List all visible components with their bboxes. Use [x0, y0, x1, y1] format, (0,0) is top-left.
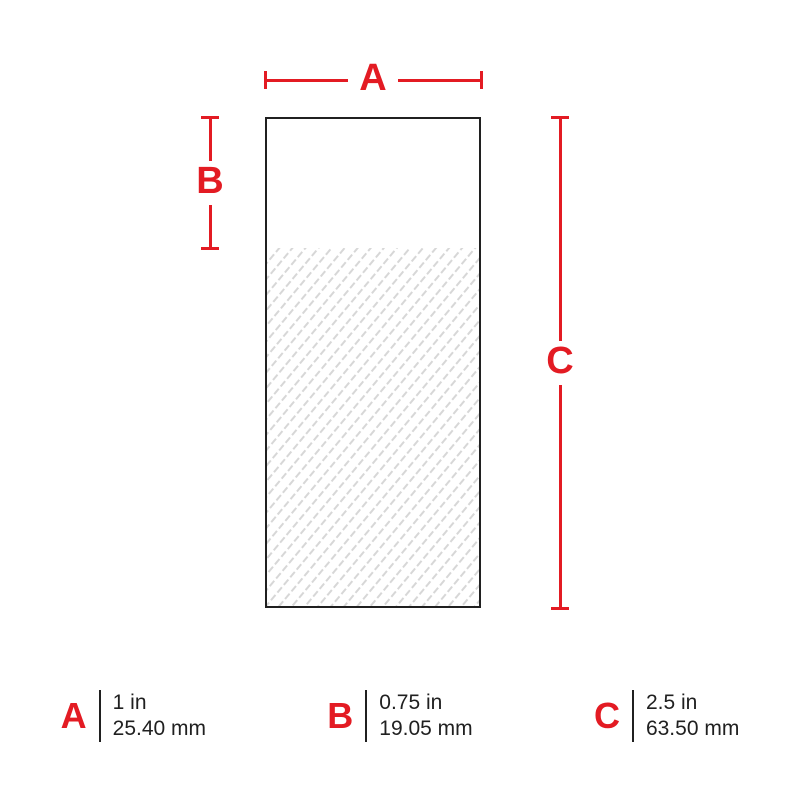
legend-letter-b: B: [327, 698, 353, 734]
legend-a-inches: 1 in: [113, 690, 206, 716]
legend-separator: [632, 690, 634, 742]
legend-item-c: C 2.5 in 63.50 mm: [594, 690, 739, 743]
dim-c-line-bottom: [559, 385, 562, 609]
legend-letter-a: A: [61, 698, 87, 734]
dim-b-line-bottom: [209, 205, 212, 249]
dim-b-line-top: [209, 117, 212, 161]
legend-b-inches: 0.75 in: [379, 690, 472, 716]
dim-c-letter: C: [522, 342, 598, 380]
legend-text-c: 2.5 in 63.50 mm: [646, 690, 739, 743]
legend-item-b: B 0.75 in 19.05 mm: [327, 690, 472, 743]
legend-letter-c: C: [594, 698, 620, 734]
legend-a-mm: 25.40 mm: [113, 716, 206, 742]
dim-a-cap-right: [480, 71, 483, 89]
dim-b-letter: B: [172, 162, 248, 200]
legend-b-mm: 19.05 mm: [379, 716, 472, 742]
dim-c-line-top: [559, 117, 562, 341]
legend: A 1 in 25.40 mm B 0.75 in 19.05 mm C 2.5…: [0, 690, 800, 743]
dim-b-cap-bottom: [201, 247, 219, 250]
legend-separator: [365, 690, 367, 742]
legend-item-a: A 1 in 25.40 mm: [61, 690, 206, 743]
label-outline: [265, 117, 481, 608]
legend-text-a: 1 in 25.40 mm: [113, 690, 206, 743]
dim-a-line-right: [398, 79, 481, 82]
legend-c-inches: 2.5 in: [646, 690, 739, 716]
dimension-diagram: A B C A 1 in 25.40 mm B 0.75 in 19.05 mm: [0, 0, 800, 800]
legend-text-b: 0.75 in 19.05 mm: [379, 690, 472, 743]
legend-separator: [99, 690, 101, 742]
legend-c-mm: 63.50 mm: [646, 716, 739, 742]
dim-c-cap-bottom: [551, 607, 569, 610]
